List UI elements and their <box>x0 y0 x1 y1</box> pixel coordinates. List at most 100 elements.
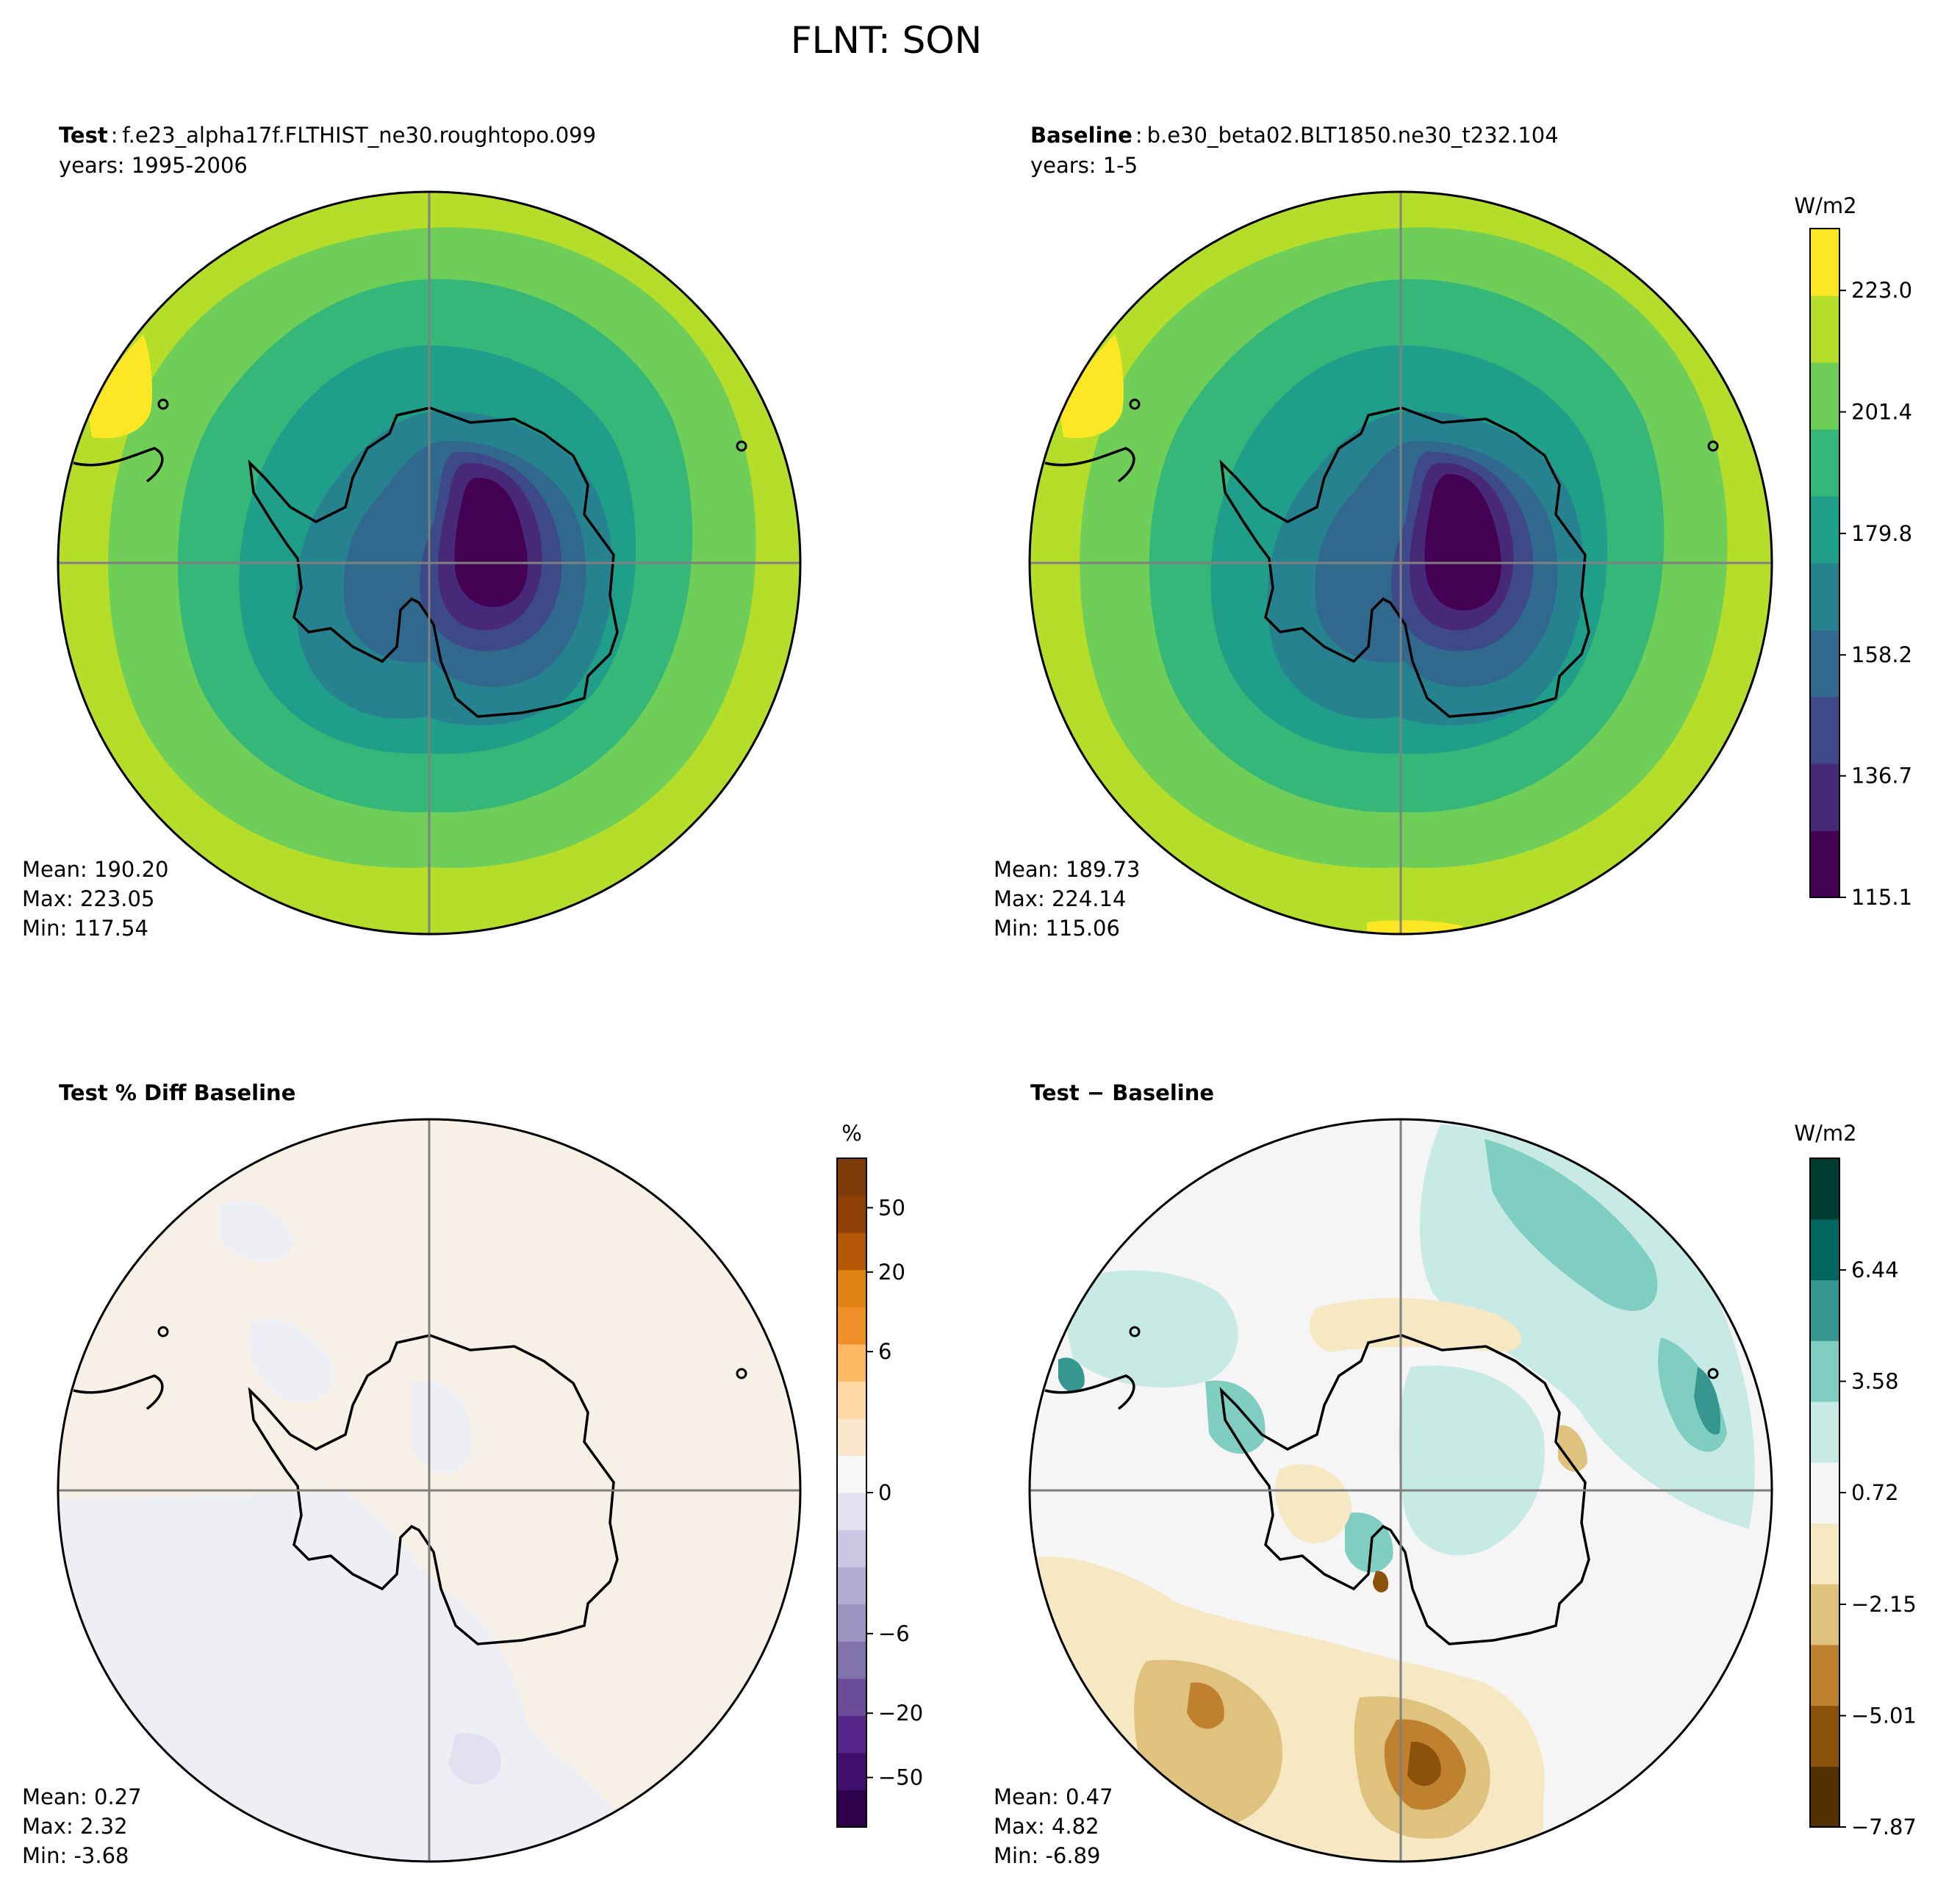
colorbar-pct-diff-segment <box>837 1381 866 1419</box>
colorbar-pct-diff-segment <box>837 1269 866 1307</box>
colorbar-baseline-segment <box>1810 697 1839 764</box>
panel-test-title-sep: : <box>111 123 118 148</box>
colorbar-diff-tick-label: −5.01 <box>1851 1704 1917 1729</box>
panel-test-island-2 <box>736 440 747 452</box>
panel-diff-brown-coast <box>1373 1571 1389 1593</box>
panel-baseline-island <box>1129 398 1141 410</box>
panel-baseline-stat-max: Max: 224.14 <box>994 886 1126 911</box>
panel-baseline-antarctica-coast <box>1219 406 1590 718</box>
panel-diff-stat-max: Max: 4.82 <box>994 1814 1099 1839</box>
panel-pct-diff: Test % Diff Baseline Mean: 0.27 Max: 2.3… <box>22 1080 923 1868</box>
panel-test-case: f.e23_alpha17f.FLTHIST_ne30.roughtopo.09… <box>123 123 597 148</box>
panel-baseline-stat-mean: Mean: 189.73 <box>994 857 1140 882</box>
colorbar-diff-tick-label: −2.15 <box>1851 1592 1917 1617</box>
colorbar-diff-segment <box>1810 1766 1839 1828</box>
colorbar-diff-tick-label: 6.44 <box>1851 1257 1899 1282</box>
panel-diff-teal-ne <box>1419 1124 1755 1529</box>
figure-title: FLNT: SON <box>791 19 982 62</box>
colorbar-baseline-tick-label: 179.8 <box>1851 521 1912 546</box>
colorbar-pct-diff-tick-label: 50 <box>878 1195 905 1220</box>
colorbar-pct-diff-segment <box>837 1418 866 1457</box>
colorbar-baseline: W/m2 223.0 201.4 179.8 158.2 136.7 115.1 <box>1794 193 1912 910</box>
colorbar-pct-diff-segment <box>837 1232 866 1271</box>
panel-baseline-south-america-coast <box>1044 447 1135 483</box>
panel-pct-diff-stat-min: Min: -3.68 <box>22 1843 129 1868</box>
panel-test-island <box>157 398 169 410</box>
panel-diff-teal-east-dark <box>1694 1367 1720 1435</box>
colorbar-baseline-segment <box>1810 362 1839 430</box>
panel-pct-diff-stat-mean: Mean: 0.27 <box>22 1784 142 1809</box>
colorbar-baseline-segment <box>1810 830 1839 898</box>
panel-pct-diff-title: Test % Diff Baseline <box>59 1080 295 1105</box>
panel-baseline: Baseline: b.e30_beta02.BLT1850.ne30_t232.… <box>994 123 1912 941</box>
colorbar-diff-segment <box>1810 1705 1839 1767</box>
colorbar-pct-diff-tick-label: 6 <box>878 1339 891 1364</box>
colorbar-pct-diff-segment <box>837 1752 866 1791</box>
colorbar-pct-diff-segment <box>837 1343 866 1382</box>
panel-diff-tan-antarctic-rim <box>1309 1298 1521 1352</box>
panel-diff-tan-east-rim <box>1558 1425 1587 1472</box>
panel-baseline-title-sep: : <box>1135 123 1143 148</box>
colorbar-baseline-tick-label: 201.4 <box>1851 400 1912 425</box>
panel-diff-island-2 <box>1707 1368 1719 1379</box>
colorbar-diff-tick-label: 3.58 <box>1851 1369 1899 1394</box>
panel-pct-diff-negative-region-3 <box>220 1200 294 1262</box>
panel-diff-teal-west <box>1058 1270 1238 1388</box>
colorbar-baseline-tick-label: 115.1 <box>1851 885 1912 910</box>
panel-baseline-case: b.e30_beta02.BLT1850.ne30_t232.104 <box>1147 123 1559 148</box>
colorbar-pct-diff-segment <box>837 1567 866 1605</box>
panel-test-map-border <box>57 190 802 936</box>
colorbar-baseline-tick-label: 158.2 <box>1851 642 1912 667</box>
panel-diff-brown-sw <box>1187 1682 1224 1729</box>
colorbar-pct-diff-segment <box>837 1604 866 1642</box>
colorbar-baseline-segment <box>1810 295 1839 363</box>
panel-test-stat-min: Min: 117.54 <box>22 916 148 941</box>
panel-test-years: years: 1995-2006 <box>59 153 248 178</box>
colorbar-baseline-segment <box>1810 764 1839 831</box>
colorbar-pct-diff-tick-label: −20 <box>878 1701 923 1726</box>
colorbar-diff-units: W/m2 <box>1794 1121 1856 1146</box>
colorbar-pct-diff-segment <box>837 1641 866 1679</box>
panel-pct-diff-island-2 <box>736 1368 747 1379</box>
panel-diff-teal-west-2 <box>1205 1380 1266 1454</box>
colorbar-pct-diff-segment <box>837 1790 866 1828</box>
colorbar-pct-diff-tick-label: −50 <box>878 1765 923 1790</box>
colorbar-pct-diff-segment <box>837 1493 866 1531</box>
panel-baseline-contour-8 <box>1424 474 1501 611</box>
colorbar-baseline-segment <box>1810 630 1839 697</box>
colorbar-pct-diff: % 50 20 6 0 −6 −20 −50 <box>836 1121 923 1828</box>
panel-baseline-island-2 <box>1707 440 1719 452</box>
colorbar-baseline-segment <box>1810 229 1839 296</box>
panel-pct-diff-negative-region-4 <box>412 1380 472 1474</box>
colorbar-pct-diff-segment <box>837 1715 866 1754</box>
panel-diff-south-america-coast <box>1044 1374 1135 1410</box>
panel-pct-diff-antarctica-coast <box>248 1334 619 1645</box>
panel-test-contour-8 <box>454 478 528 607</box>
panel-diff-island <box>1129 1326 1141 1338</box>
panel-pct-diff-stat-max: Max: 2.32 <box>22 1814 128 1839</box>
colorbar-pct-diff-segment <box>837 1678 866 1716</box>
panel-diff-map-border <box>1028 1118 1773 1863</box>
panel-test-south-america-coast <box>73 447 164 483</box>
colorbar-pct-diff-tick-label: 0 <box>878 1480 891 1505</box>
panel-diff-tan-west-land <box>1275 1464 1352 1543</box>
colorbar-diff-segment <box>1810 1644 1839 1706</box>
colorbar-diff-tick-label: 0.72 <box>1851 1480 1899 1505</box>
panel-pct-diff-negative-region-2 <box>248 1318 334 1402</box>
colorbar-pct-diff-segment <box>837 1307 866 1345</box>
panel-baseline-stat-min: Min: 115.06 <box>994 916 1120 941</box>
panel-diff-teal-center <box>1399 1365 1545 1556</box>
colorbar-baseline-tick-label: 223.0 <box>1851 278 1912 303</box>
panel-baseline-yellow-patch <box>1060 334 1124 439</box>
colorbar-diff: W/m2 6.44 3.58 0.72 −2.15 −5.01 −7.87 <box>1794 1121 1916 1839</box>
colorbar-pct-diff-frame <box>836 1157 867 1828</box>
colorbar-diff-segment <box>1810 1218 1839 1281</box>
panel-test-antarctica-coast <box>248 406 619 718</box>
panel-baseline-years: years: 1-5 <box>1030 153 1138 178</box>
colorbar-pct-diff-segment <box>837 1455 866 1493</box>
panel-pct-diff-map-border <box>57 1118 802 1863</box>
panel-test-stat-max: Max: 223.05 <box>22 886 154 911</box>
panel-test-stat-mean: Mean: 190.20 <box>22 857 168 882</box>
panel-diff-teal-ne-2 <box>1485 1139 1658 1311</box>
colorbar-diff-segment <box>1810 1462 1839 1523</box>
